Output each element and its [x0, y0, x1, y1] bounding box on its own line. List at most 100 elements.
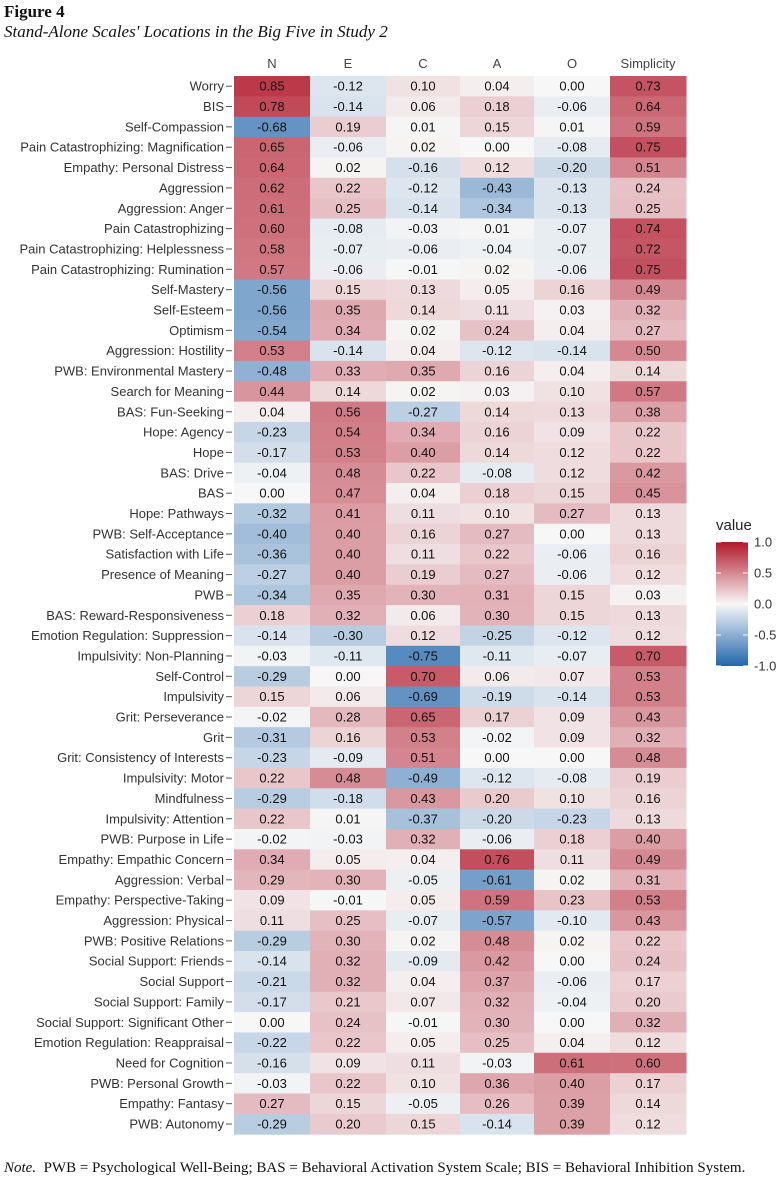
heatmap-cell	[534, 869, 611, 891]
heatmap-cell	[310, 299, 387, 321]
heatmap-cell	[460, 584, 535, 606]
heatmap-cell	[234, 951, 311, 972]
legend-tick-label: 0.5	[754, 566, 772, 581]
heatmap-cell	[310, 96, 387, 118]
cell-value-label: 0.03	[559, 303, 584, 318]
cell-value-label: 0.23	[559, 893, 584, 908]
cell-value-label: 0.20	[484, 791, 509, 806]
cell-value-label: -0.23	[257, 425, 287, 440]
note-label: Note.	[4, 1160, 37, 1176]
heatmap-cell	[610, 381, 687, 403]
heatmap-cell	[234, 299, 311, 321]
cell-value-label: 0.22	[335, 1035, 360, 1050]
cell-value-label: 0.00	[559, 954, 584, 969]
cell-value-label: 0.18	[484, 486, 509, 501]
heatmap-cell	[310, 483, 387, 504]
cell-value-label: 0.13	[635, 608, 660, 623]
heatmap-cell	[610, 340, 687, 362]
row-label: Social Support	[139, 974, 224, 989]
row-label: Aggression	[159, 180, 224, 195]
figure-label: Figure 4	[4, 2, 65, 21]
cell-value-label: 0.43	[635, 913, 660, 928]
cell-value-label: -0.03	[482, 1055, 512, 1070]
heatmap-cell	[610, 910, 687, 932]
heatmap-cell	[310, 564, 387, 586]
cell-value-label: 0.04	[484, 79, 509, 94]
cell-value-label: 0.32	[410, 832, 435, 847]
cell-value-label: 0.51	[635, 160, 660, 175]
heatmap-cell	[310, 890, 387, 911]
cell-value-label: 0.39	[559, 1096, 584, 1111]
heatmap-cell	[610, 483, 687, 504]
cell-value-label: -0.19	[482, 689, 512, 704]
heatmap-cell	[534, 238, 611, 260]
heatmap-cell	[460, 483, 535, 504]
heatmap-cell	[460, 157, 535, 179]
cell-value-label: 0.02	[410, 140, 435, 155]
heatmap-cell	[460, 808, 535, 830]
cell-value-label: 0.00	[259, 486, 284, 501]
heatmap-cell	[460, 727, 535, 749]
cell-value-label: 0.25	[635, 201, 660, 216]
cell-value-label: -0.34	[257, 587, 287, 602]
cell-value-label: 0.04	[410, 974, 435, 989]
cell-value-label: 0.12	[635, 1035, 660, 1050]
heatmap-cell	[386, 299, 461, 321]
cell-value-label: 0.22	[335, 180, 360, 195]
heatmap-cell	[234, 198, 311, 219]
row-label: Aggression: Anger	[118, 201, 225, 216]
heatmap-cell	[386, 828, 461, 850]
heatmap-cell	[610, 971, 687, 993]
heatmap-cell	[234, 625, 311, 647]
cell-value-label: -0.06	[557, 567, 587, 582]
heatmap-cell	[534, 1073, 611, 1094]
heatmap-cell	[386, 930, 461, 952]
heatmap-cell	[310, 442, 387, 464]
row-label: PWB	[194, 587, 224, 602]
row-label: Aggression: Hostility	[106, 343, 224, 358]
cell-value-label: 0.09	[259, 893, 284, 908]
cell-value-label: 0.25	[484, 1035, 509, 1050]
column-label: A	[493, 56, 502, 71]
heatmap-cell	[460, 605, 535, 626]
cell-value-label: 0.65	[259, 140, 284, 155]
heatmap-cell	[234, 157, 311, 179]
heatmap-cell	[234, 483, 311, 504]
cell-value-label: 0.11	[411, 547, 435, 562]
heatmap-cell	[234, 686, 311, 708]
cell-value-label: 0.17	[484, 710, 509, 725]
heatmap-cell	[610, 177, 687, 199]
row-label: Worry	[190, 79, 225, 94]
row-label: PWB: Environmental Mastery	[54, 364, 224, 379]
heatmap-cell	[386, 706, 461, 728]
cell-value-label: -0.11	[483, 648, 512, 663]
cell-value-label: 0.40	[335, 547, 360, 562]
heatmap-cell	[460, 116, 535, 138]
heatmap-cell	[534, 320, 611, 342]
heatmap-cell	[310, 523, 387, 545]
cell-value-label: 0.16	[635, 791, 660, 806]
cell-value-label: 0.29	[259, 872, 284, 887]
heatmap-cell	[460, 788, 535, 810]
row-label: Mindfulness	[155, 791, 225, 806]
cell-value-label: 0.10	[484, 506, 509, 521]
cell-value-label: -0.27	[257, 567, 287, 582]
cell-value-label: 0.10	[410, 79, 435, 94]
cell-value-label: -0.09	[333, 750, 363, 765]
cell-value-label: 0.35	[335, 303, 360, 318]
cell-value-label: 0.42	[484, 954, 509, 969]
legend-color-bar	[716, 542, 748, 666]
row-label: Impulsivity	[163, 689, 224, 704]
cell-value-label: -0.17	[257, 994, 287, 1009]
cell-value-label: 0.76	[484, 852, 509, 867]
row-label: Hope: Pathways	[129, 506, 224, 521]
row-label: BIS	[203, 99, 224, 114]
cell-value-label: -0.31	[257, 730, 287, 745]
heatmap-cell	[460, 869, 535, 891]
row-label: Pain Catastrophizing	[104, 221, 224, 236]
note-text: PWB = Psychological Well-Being; BAS = Be…	[43, 1160, 746, 1176]
cell-value-label: 0.13	[635, 506, 660, 521]
row-label: Emotion Regulation: Suppression	[31, 628, 224, 643]
cell-value-label: 0.04	[559, 323, 584, 338]
